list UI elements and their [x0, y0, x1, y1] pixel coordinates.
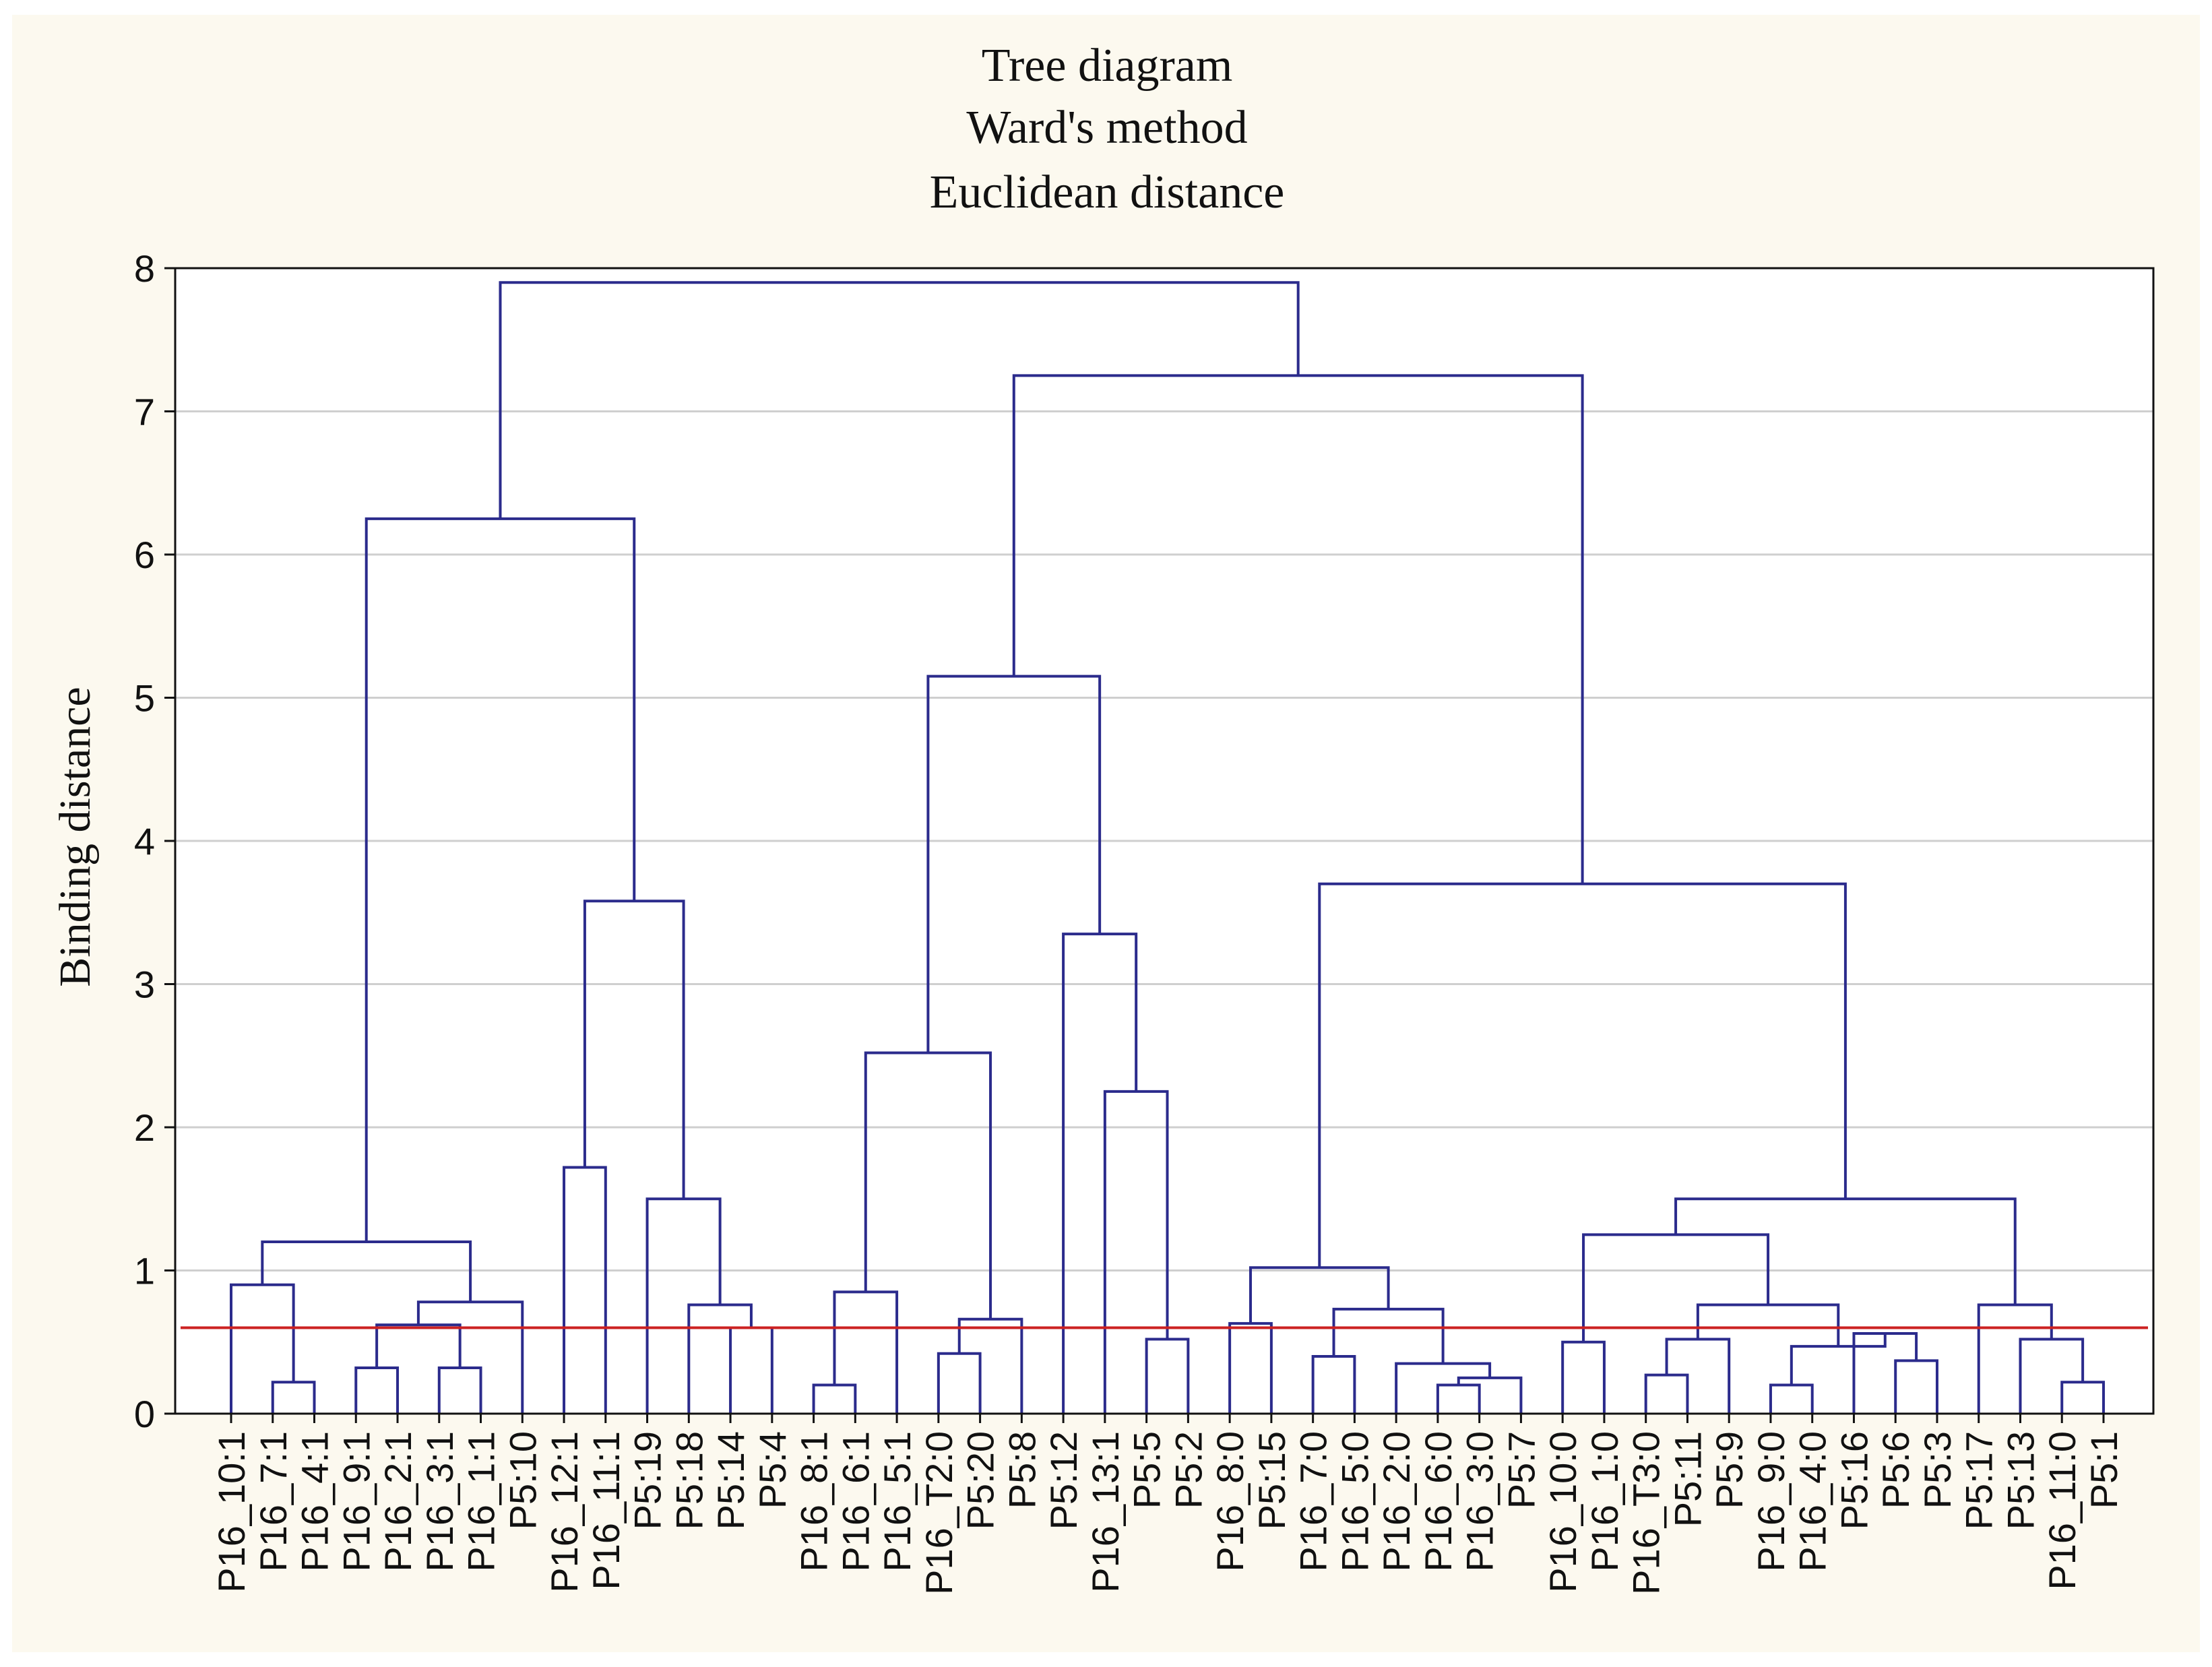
- dendrogram-link: [1103, 1090, 1169, 1414]
- dendrogram-link: [1062, 933, 1138, 1414]
- leaf-label: P16_6:0: [1417, 1431, 1459, 1572]
- leaf-label: P16_10:0: [1542, 1431, 1584, 1593]
- leaf-label: P16_11:1: [585, 1431, 627, 1590]
- leaf-label: P16_8:1: [793, 1431, 835, 1572]
- leaf-label: P5:8: [1001, 1431, 1043, 1509]
- title-line-1: Tree diagram: [982, 40, 1233, 92]
- y-tick-label: 7: [134, 391, 155, 433]
- leaf-label: P5:12: [1042, 1431, 1085, 1530]
- leaf-label: P16_12:1: [543, 1431, 586, 1593]
- title-line-2: Ward's method: [966, 102, 1247, 154]
- leaf-label: P16_3:1: [418, 1431, 461, 1572]
- leaf-label: P16_2:1: [377, 1431, 419, 1572]
- leaf-label: P16_T3:0: [1625, 1431, 1668, 1595]
- y-tick-label: 6: [134, 534, 155, 576]
- leaf-label: P5:9: [1708, 1431, 1750, 1509]
- leaf-label: P16_T2:0: [918, 1431, 960, 1595]
- y-tick-label: 8: [134, 247, 155, 290]
- leaf-label: P16_13:1: [1084, 1431, 1127, 1593]
- title-line-3: Euclidean distance: [930, 166, 1285, 218]
- y-axis: 0 1 2 3 4 5 6 7 8: [134, 247, 175, 1435]
- y-tick-label: 1: [134, 1250, 155, 1292]
- leaf-label: P16_8:0: [1209, 1431, 1251, 1572]
- x-axis: P16_10:1P16_7:1P16_4:1P16_9:1P16_2:1P16_…: [210, 1414, 2125, 1595]
- leaf-label: P5:10: [501, 1431, 544, 1530]
- dendrogram-tree: [230, 281, 2105, 1414]
- grid-lines: [175, 410, 2153, 1271]
- dendrogram-chart: Tree diagram Ward's method Euclidean dis…: [51, 40, 2155, 1595]
- leaf-label: P5:2: [1167, 1431, 1209, 1509]
- dendrogram-link: [1228, 1322, 1273, 1414]
- dendrogram-link: [1790, 1333, 1887, 1385]
- leaf-label: P16_2:0: [1375, 1431, 1418, 1572]
- leaf-label: P16_10:1: [210, 1431, 253, 1593]
- y-tick-label: 3: [134, 964, 155, 1006]
- leaf-label: P5:5: [1126, 1431, 1168, 1509]
- leaf-label: P16_7:1: [252, 1431, 294, 1572]
- dendrogram-link: [1332, 1307, 1445, 1364]
- y-tick-label: 2: [134, 1106, 155, 1149]
- dendrogram-link: [499, 281, 1300, 519]
- leaf-label: P5:15: [1251, 1431, 1293, 1530]
- leaf-label: P16_4:0: [1792, 1431, 1834, 1572]
- leaf-label: P16_6:1: [834, 1431, 877, 1572]
- leaf-label: P5:11: [1666, 1431, 1709, 1527]
- leaf-label: P16_7:0: [1292, 1431, 1335, 1572]
- leaf-label: P5:20: [959, 1431, 1002, 1530]
- dendrogram-link: [1582, 1233, 1770, 1342]
- dendrogram-link: [1395, 1362, 1492, 1414]
- leaf-label: P16_3:0: [1459, 1431, 1501, 1572]
- dendrogram-link: [1894, 1359, 1938, 1414]
- leaf-label: P16_1:1: [460, 1431, 503, 1572]
- y-axis-label: Binding distance: [51, 687, 100, 986]
- leaf-label: P5:6: [1874, 1431, 1917, 1509]
- chart-frame: Tree diagram Ward's method Euclidean dis…: [12, 15, 2200, 1652]
- leaf-label: P16_11:0: [2041, 1431, 2083, 1590]
- leaf-label: P16_9:1: [335, 1431, 377, 1572]
- leaf-label: P5:17: [1958, 1431, 2000, 1530]
- leaf-label: P16_5:1: [876, 1431, 918, 1572]
- leaf-label: P5:19: [627, 1431, 669, 1530]
- dendrogram-link: [1644, 1373, 1689, 1414]
- leaf-label: P5:18: [668, 1431, 710, 1530]
- leaf-label: P16_5:0: [1333, 1431, 1376, 1572]
- y-tick-label: 0: [134, 1393, 155, 1435]
- leaf-label: P5:7: [1500, 1431, 1542, 1509]
- leaf-label: P16_4:1: [294, 1431, 336, 1572]
- leaf-label: P5:1: [2083, 1431, 2125, 1509]
- leaf-label: P16_1:0: [1583, 1431, 1626, 1572]
- leaf-label: P5:16: [1833, 1431, 1875, 1530]
- y-tick-label: 5: [134, 677, 155, 720]
- dendrogram-link: [833, 1290, 899, 1414]
- dendrogram-link: [1457, 1376, 1523, 1414]
- leaf-label: P16_9:0: [1750, 1431, 1792, 1572]
- y-tick-label: 4: [134, 820, 155, 862]
- chart-title: Tree diagram Ward's method Euclidean dis…: [930, 40, 1285, 218]
- leaf-label: P5:4: [751, 1431, 794, 1509]
- leaf-label: P5:14: [709, 1431, 752, 1530]
- leaf-label: P5:13: [1999, 1431, 2042, 1530]
- leaf-label: P5:3: [1916, 1431, 1959, 1509]
